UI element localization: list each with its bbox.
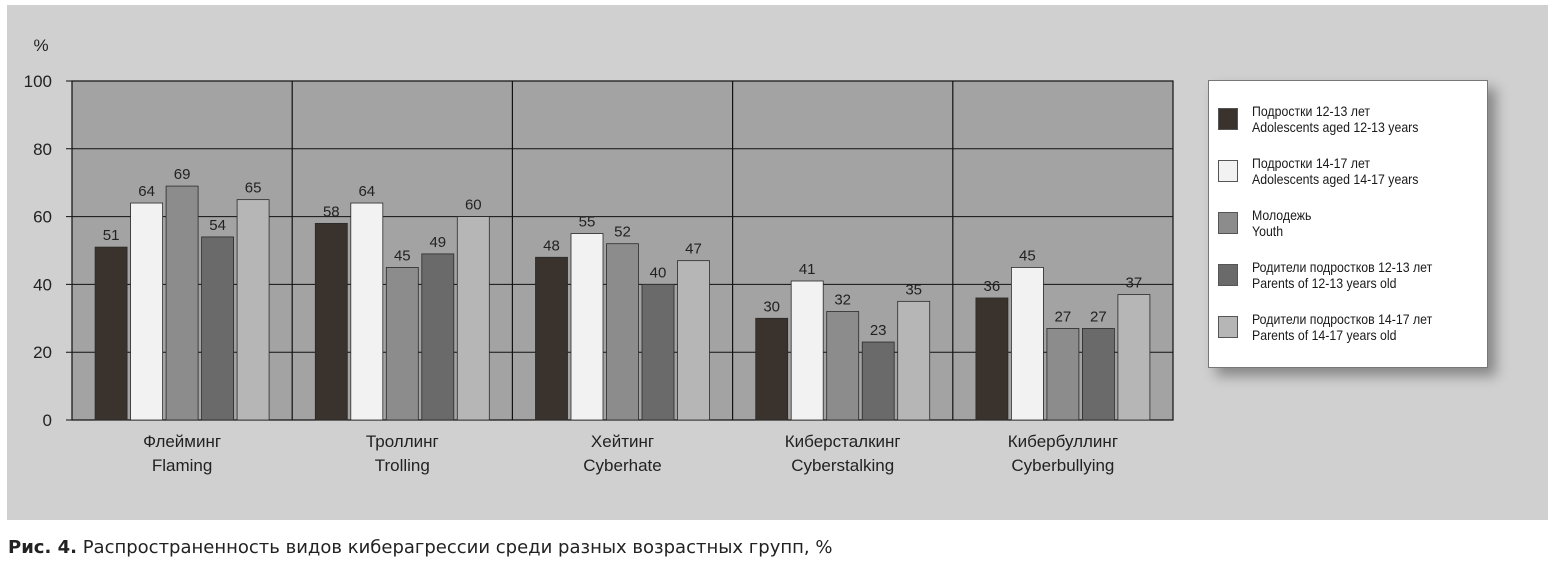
bar-value-label: 52: [614, 224, 631, 241]
bar-value-label: 27: [1055, 308, 1072, 325]
x-tick-label-en: Cyberstalking: [791, 456, 894, 475]
bar-value-label: 27: [1090, 308, 1107, 325]
legend-swatch-adolescents-14-17: [1218, 160, 1238, 182]
bar-value-label: 30: [763, 298, 780, 315]
legend-swatch-youth: [1218, 212, 1238, 234]
bar: [421, 253, 455, 421]
y-tick-label: 100: [24, 72, 52, 91]
bar-value-label: 55: [579, 214, 596, 231]
bar: [350, 202, 384, 421]
bar: [1117, 294, 1151, 421]
bar: [606, 243, 639, 421]
y-tick-label: 20: [33, 343, 52, 362]
bar-value-label: 37: [1126, 275, 1143, 292]
bar: [861, 341, 895, 421]
legend-label-en: Youth: [1252, 223, 1284, 239]
y-tick-label: 80: [33, 140, 52, 159]
bar: [1046, 328, 1080, 421]
bar: [755, 317, 789, 421]
legend-swatch-parents-12-13: [1218, 264, 1238, 286]
x-tick-label-ru: Кибербуллинг: [1008, 432, 1118, 451]
bar-value-label: 47: [685, 241, 702, 258]
bar: [897, 300, 931, 421]
bar-value-label: 65: [245, 180, 262, 197]
figure-caption-label: Рис. 4.: [8, 537, 77, 558]
bar-value-label: 32: [834, 292, 851, 309]
bar-value-label: 51: [103, 227, 120, 244]
bar-value-label: 58: [323, 203, 340, 220]
bar-value-label: 23: [870, 322, 887, 339]
bar-value-label: 36: [984, 278, 1001, 295]
legend-label-en: Parents of 14-17 years old: [1252, 327, 1397, 343]
bar: [165, 185, 199, 421]
bar: [94, 246, 128, 421]
bar-value-label: 60: [465, 197, 482, 214]
figure-caption-text: Распространенность видов киберагрессии с…: [82, 537, 833, 558]
bar-value-label: 45: [394, 247, 411, 264]
bar: [456, 216, 490, 421]
legend-label-en: Adolescents aged 14-17 years: [1252, 171, 1419, 187]
legend-label-ru: Молодежь: [1252, 207, 1312, 223]
legend-label-en: Adolescents aged 12-13 years: [1252, 119, 1419, 135]
bar-value-label: 49: [429, 234, 446, 251]
bar-value-label: 48: [543, 237, 560, 254]
bar: [570, 233, 604, 421]
bar: [535, 256, 568, 421]
x-tick-label-ru: Троллинг: [366, 432, 439, 451]
bar: [130, 202, 163, 421]
x-tick-label-en: Trolling: [375, 456, 430, 475]
bar: [385, 267, 419, 421]
bar: [641, 283, 675, 421]
x-tick-label-ru: Киберсталкинг: [785, 432, 901, 451]
bar-value-label: 45: [1019, 247, 1036, 264]
bar: [975, 297, 1009, 421]
bar-value-label: 40: [650, 264, 667, 281]
chart-legend: Подростки 12-13 лет Adolescents aged 12-…: [1208, 80, 1488, 368]
bar: [314, 222, 348, 421]
bar-value-label: 35: [905, 281, 922, 298]
legend-swatch-parents-14-17: [1218, 316, 1238, 338]
bar-value-label: 69: [174, 166, 191, 183]
legend-label-en: Parents of 12-13 years old: [1252, 275, 1397, 291]
bar: [236, 199, 270, 421]
bar-chart: 0 20 40 60 80 100% 51 64 69 54 65 Флейминг Flaming 58…: [24, 36, 1174, 475]
legend-label-ru: Подростки 12-13 лет: [1252, 103, 1371, 119]
bar: [826, 311, 860, 421]
legend-label-ru: Подростки 14-17 лет: [1252, 155, 1371, 171]
bar: [790, 280, 824, 421]
y-tick-label: 0: [43, 411, 52, 430]
legend-label-ru: Родители подростков 12-13 лет: [1252, 259, 1433, 275]
y-tick-label: 40: [33, 275, 52, 294]
bar: [201, 236, 235, 421]
bar: [1082, 328, 1115, 421]
y-axis-label: %: [33, 36, 48, 55]
x-tick-label-en: Flaming: [152, 456, 212, 475]
chart-panel: 0 20 40 60 80 100% 51 64 69 54 65 Флейминг Flaming 58…: [7, 5, 1548, 520]
x-tick-label-en: Cyberbullying: [1011, 456, 1114, 475]
x-tick-label-ru: Флейминг: [143, 432, 221, 451]
legend-label-ru: Родители подростков 14-17 лет: [1252, 311, 1433, 327]
bar-value-label: 64: [138, 183, 155, 200]
x-tick-label-ru: Хейтинг: [591, 432, 654, 451]
bar-value-label: 41: [799, 261, 816, 278]
bar-value-label: 54: [209, 217, 226, 234]
bar: [1011, 267, 1044, 421]
bar: [677, 260, 710, 421]
figure-caption: Рис. 4. Распространенность видов кибераг…: [8, 537, 832, 558]
x-tick-label-en: Cyberhate: [583, 456, 661, 475]
bar-value-label: 64: [358, 183, 375, 200]
legend-swatch-adolescents-12-13: [1218, 108, 1238, 130]
y-tick-label: 60: [33, 208, 52, 227]
